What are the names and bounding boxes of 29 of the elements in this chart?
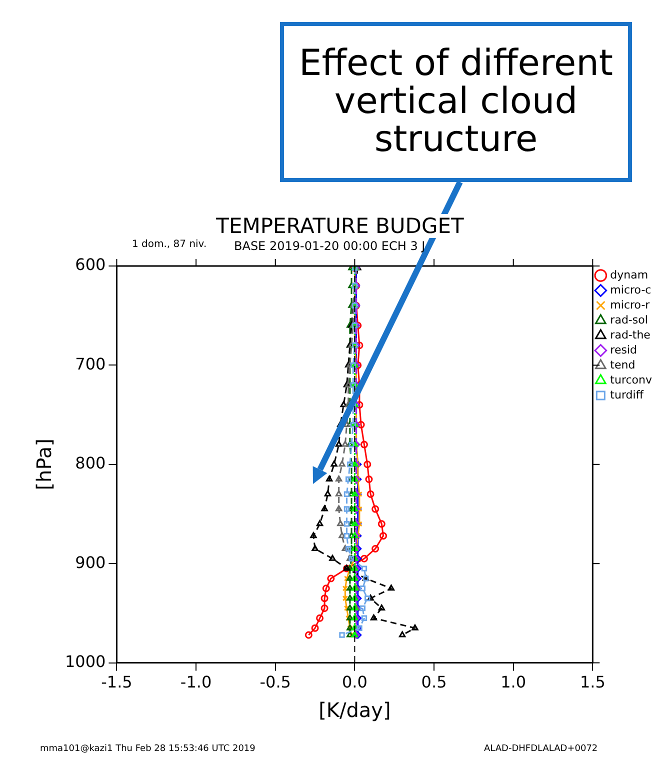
- chart-title: TEMPERATURE BUDGET: [199, 214, 481, 238]
- text: Effect of different vertical cloud structure: [280, 22, 632, 182]
- y-tick-label: 700: [75, 354, 106, 374]
- y-tick-label: 800: [75, 454, 106, 473]
- chart-subtitle: BASE 2019-01-20 00:00 ECH 3 J: [234, 239, 426, 253]
- legend-label: turconv: [610, 373, 652, 386]
- legend-label: resid: [610, 343, 638, 356]
- legend-label: dynam: [610, 268, 648, 282]
- x-tick-label: 0.5: [421, 672, 447, 692]
- legend-label: tend: [610, 358, 636, 372]
- y-tick-label: 1000: [65, 652, 106, 671]
- legend-label: micro-r: [610, 298, 650, 312]
- x-tick-label: -1.5: [101, 672, 132, 692]
- legend-label: turdiff: [610, 388, 644, 402]
- text: mma101@kazi1 Thu Feb 28 15:53:46 UTC 2019: [40, 744, 256, 754]
- x-tick-label: 0.0: [342, 672, 368, 692]
- legend-label: rad-the: [610, 328, 651, 342]
- x-tick-label: 1.0: [500, 672, 526, 692]
- text: ALAD-DHFDLALAD+0072: [484, 744, 598, 754]
- x-axis-title: [K/day]: [318, 698, 391, 722]
- y-tick-label: 900: [75, 552, 106, 572]
- x-tick-label: -0.5: [260, 672, 291, 692]
- legend-label: micro-c: [610, 283, 652, 296]
- text: 1 dom., 87 niv.: [132, 239, 207, 250]
- x-tick-label: 1.5: [580, 672, 606, 692]
- x-tick-label: -1.0: [180, 672, 212, 692]
- y-axis-title: [hPa]: [32, 438, 56, 490]
- y-tick-label: 600: [75, 255, 106, 274]
- legend-label: rad-sol: [610, 313, 648, 326]
